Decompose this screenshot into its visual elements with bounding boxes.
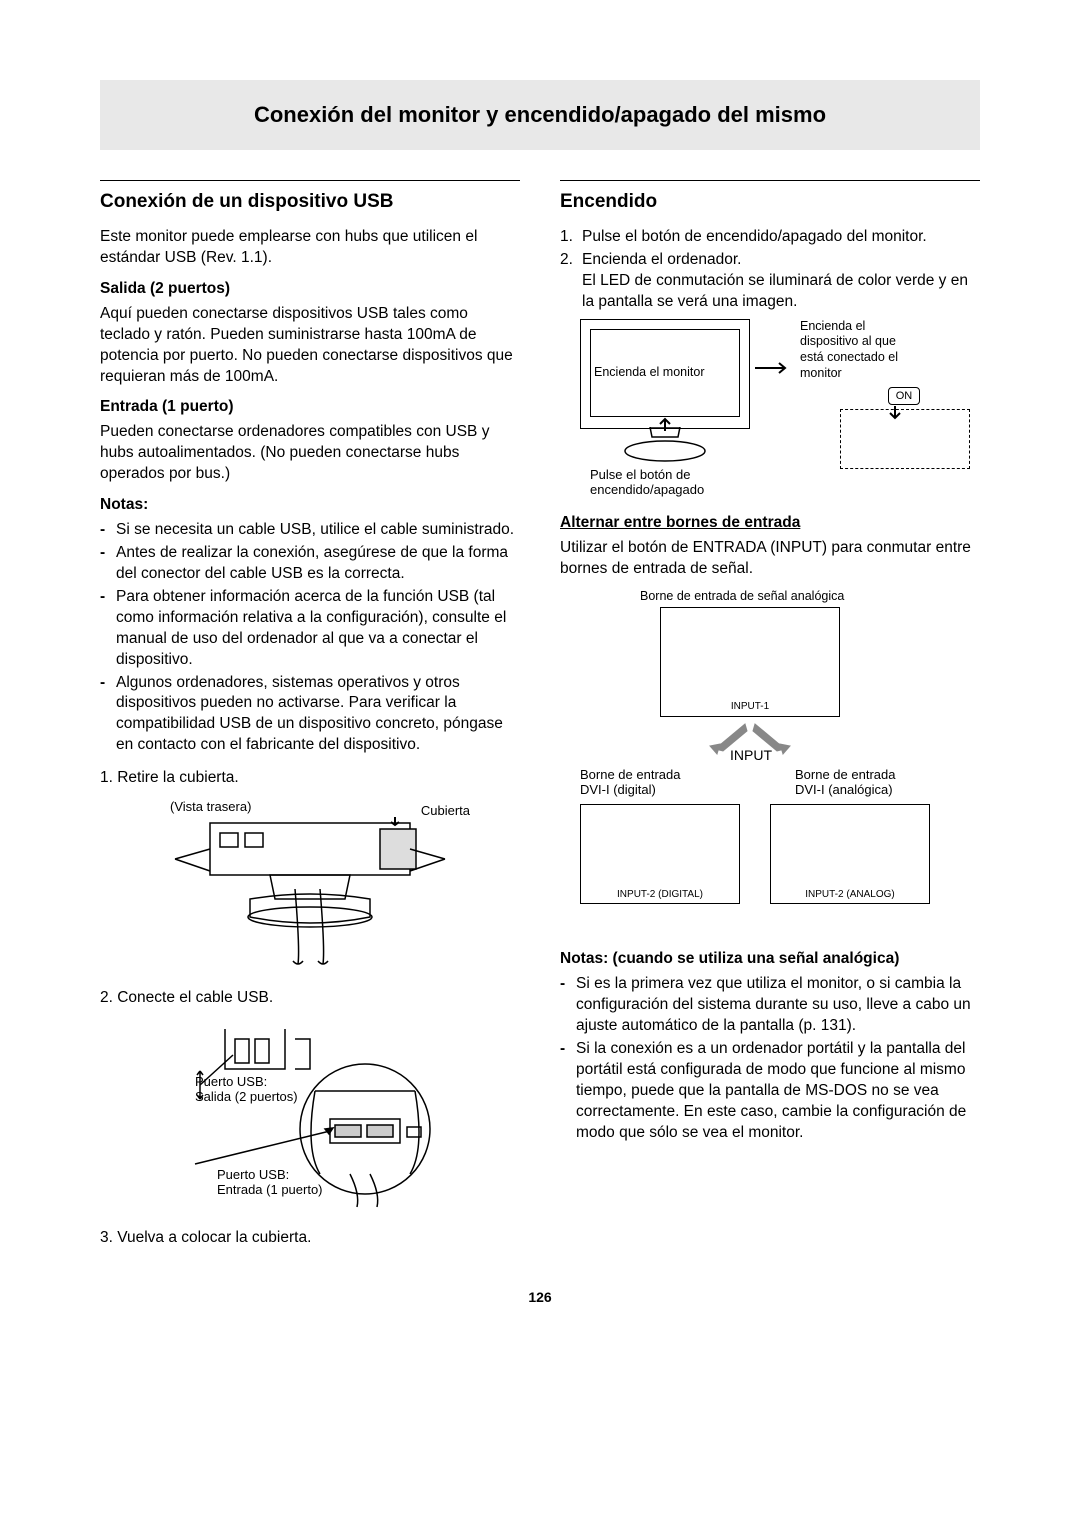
input1-label: INPUT-1 xyxy=(690,701,810,712)
r2: DVI-I (analógica) xyxy=(795,782,893,797)
cover-label: Cubierta xyxy=(421,803,470,818)
page-number: 126 xyxy=(100,1289,980,1305)
device-box xyxy=(840,409,970,469)
divider xyxy=(100,180,520,181)
usb-out-label: Puerto USB: Salida (2 puertos) xyxy=(195,1074,298,1104)
step-2-text: Conecte el cable USB. xyxy=(117,989,273,1006)
figure-input-switch: Borne de entrada de señal analógica INPU… xyxy=(560,589,980,929)
dev-l1: Encienda el xyxy=(800,319,865,333)
device-label: Encienda el dispositivo al que está cone… xyxy=(800,319,898,382)
list-item: Pulse el botón de encendido/apagado del … xyxy=(560,227,980,248)
usb-in-l1: Puerto USB: xyxy=(217,1167,289,1182)
step-2: 2. Conecte el cable USB. xyxy=(100,988,520,1009)
rear-view-svg xyxy=(150,799,470,969)
usb-in-label: Puerto USB: Entrada (1 puerto) xyxy=(217,1167,323,1197)
monitor-stand-svg xyxy=(620,427,710,467)
dvi-analog-label: Borne de entrada DVI-I (analógica) xyxy=(795,767,895,797)
list-item: Si se necesita un cable USB, utilice el … xyxy=(100,520,520,541)
on-badge: ON xyxy=(888,387,920,405)
input2a-label: INPUT-2 (ANALOG) xyxy=(790,889,910,900)
step-1: 1. Retire la cubierta. xyxy=(100,768,520,789)
document-page: Conexión del monitor y encendido/apagado… xyxy=(0,0,1080,1345)
list-item: Encienda el ordenador. El LED de conmuta… xyxy=(560,250,980,313)
arrow-right-icon xyxy=(755,361,795,375)
r1: Borne de entrada xyxy=(795,767,895,782)
encendido-steps: Pulse el botón de encendido/apagado del … xyxy=(560,227,980,313)
page-title: Conexión del monitor y encendido/apagado… xyxy=(100,80,980,150)
notas2-heading: Notas: (cuando se utiliza una señal anal… xyxy=(560,949,980,970)
dvi-digital-label: Borne de entrada DVI-I (digital) xyxy=(580,767,680,797)
l2: DVI-I (digital) xyxy=(580,782,656,797)
input-label: INPUT xyxy=(730,747,772,763)
figure-rear-view: (Vista trasera) Cubierta xyxy=(100,799,520,974)
notas-heading: Notas: xyxy=(100,495,520,516)
step-3: 3. Vuelva a colocar la cubierta. xyxy=(100,1228,520,1249)
rear-view-label: (Vista trasera) xyxy=(170,799,251,814)
intro-text: Este monitor puede emplearse con hubs qu… xyxy=(100,227,520,269)
l1: Borne de entrada xyxy=(580,767,680,782)
analog-top-label: Borne de entrada de señal analógica xyxy=(640,589,844,603)
notas-list: Si se necesita un cable USB, utilice el … xyxy=(100,520,520,756)
alternar-heading: Alternar entre bornes de entrada xyxy=(560,513,980,534)
divider xyxy=(560,180,980,181)
figure-power-on: Encienda el monitor Encienda el disposit… xyxy=(560,319,980,499)
power-caption: Pulse el botón de encendido/apagado xyxy=(590,467,704,497)
step-3-text: Vuelva a colocar la cubierta. xyxy=(117,1229,311,1246)
dev-l3: está conectado el xyxy=(800,350,898,364)
alternar-text: Utilizar el botón de ENTRADA (INPUT) par… xyxy=(560,538,980,580)
after-text: El LED de conmutación se iluminará de co… xyxy=(582,272,968,310)
entrada-heading: Entrada (1 puerto) xyxy=(100,397,520,418)
left-column: Conexión de un dispositivo USB Este moni… xyxy=(100,180,520,1259)
salida-heading: Salida (2 puertos) xyxy=(100,279,520,300)
right-column: Encendido Pulse el botón de encendido/ap… xyxy=(560,180,980,1259)
list-item: Si es la primera vez que utiliza el moni… xyxy=(560,974,980,1037)
list-item: Si la conexión es a un ordenador portáti… xyxy=(560,1039,980,1144)
section-heading-encendido: Encendido xyxy=(560,191,980,213)
usb-in-l2: Entrada (1 puerto) xyxy=(217,1182,323,1197)
section-heading-usb: Conexión de un dispositivo USB xyxy=(100,191,520,213)
cap1: Pulse el botón de xyxy=(590,467,690,482)
list-item: Para obtener información acerca de la fu… xyxy=(100,587,520,671)
dev-l4: monitor xyxy=(800,366,842,380)
two-column-layout: Conexión de un dispositivo USB Este moni… xyxy=(100,180,980,1259)
list-item: Antes de realizar la conexión, asegúrese… xyxy=(100,543,520,585)
figure-usb-connect: Puerto USB: Salida (2 puertos) Puerto US… xyxy=(100,1019,520,1214)
monitor-label: Encienda el monitor xyxy=(594,365,704,379)
step-text: Encienda el ordenador. xyxy=(582,251,741,268)
arrow-up-icon xyxy=(658,417,672,433)
entrada-text: Pueden conectarse ordenadores compatible… xyxy=(100,422,520,485)
input2d-label: INPUT-2 (DIGITAL) xyxy=(600,889,720,900)
usb-out-l2: Salida (2 puertos) xyxy=(195,1089,298,1104)
usb-out-l1: Puerto USB: xyxy=(195,1074,267,1089)
list-item: Algunos ordenadores, sistemas operativos… xyxy=(100,673,520,757)
step-1-text: Retire la cubierta. xyxy=(117,769,238,786)
notas2-list: Si es la primera vez que utiliza el moni… xyxy=(560,974,980,1143)
dev-l2: dispositivo al que xyxy=(800,334,896,348)
cap2: encendido/apagado xyxy=(590,482,704,497)
salida-text: Aquí pueden conectarse dispositivos USB … xyxy=(100,304,520,388)
